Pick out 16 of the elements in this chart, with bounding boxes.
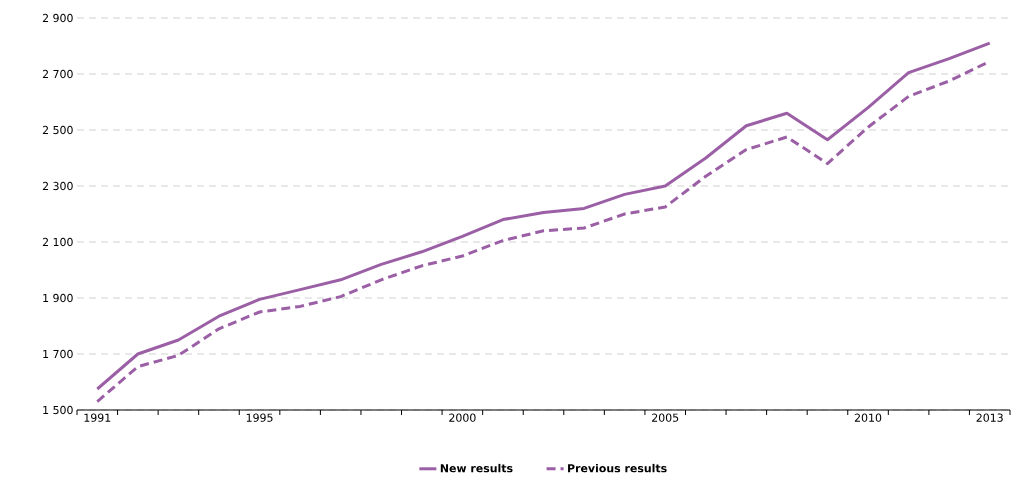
- y-tick-label: 2 900: [42, 13, 73, 23]
- y-tick-label: 1 500: [43, 405, 73, 415]
- y-tick-label: 1 900: [43, 293, 73, 303]
- y-tick-label: 2 500: [42, 125, 73, 135]
- legend-label: New results: [440, 463, 513, 473]
- x-tick-label: 2013: [976, 413, 1003, 422]
- y-tick-label: 2 700: [42, 69, 73, 79]
- x-tick-label: 1995: [246, 413, 273, 422]
- x-tick-label: 2010: [854, 413, 882, 422]
- y-tick-label: 2 100: [42, 237, 73, 247]
- y-tick-label: 2 300: [42, 181, 73, 191]
- x-tick-label: 1991: [84, 413, 111, 422]
- legend-label: Previous results: [568, 463, 667, 473]
- x-tick-label: 2005: [652, 413, 679, 422]
- y-tick-label: 1 700: [43, 349, 73, 359]
- x-tick-label: 2000: [449, 413, 476, 422]
